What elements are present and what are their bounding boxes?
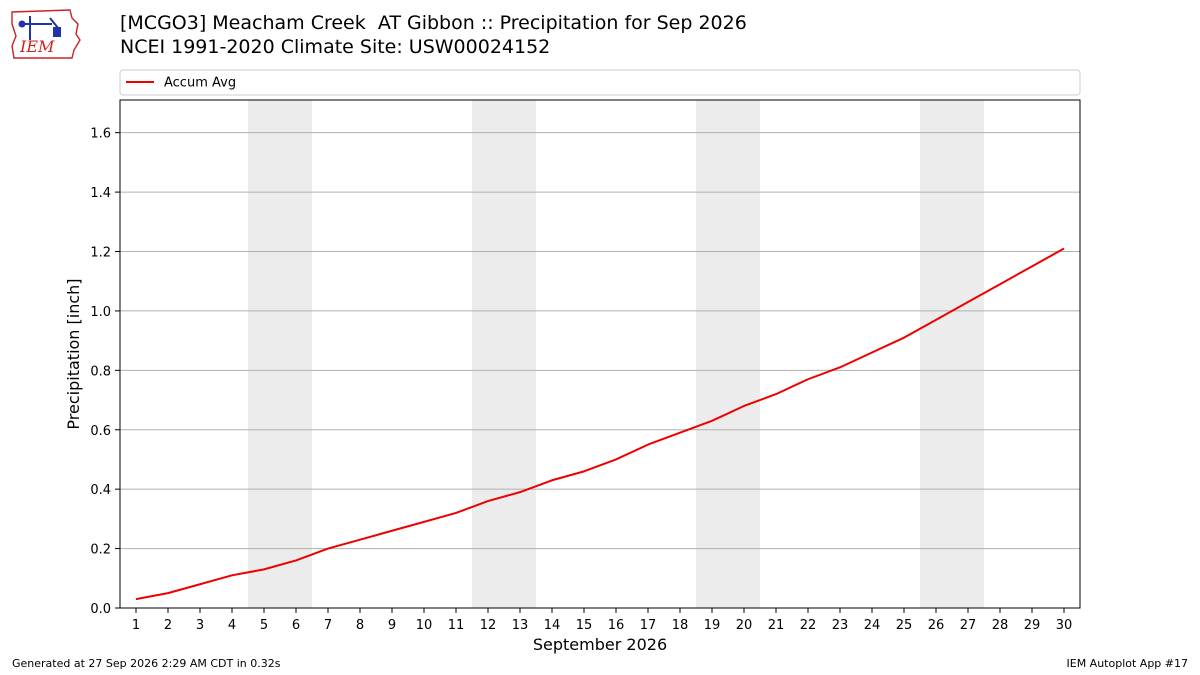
x-tick-label: 11 bbox=[448, 618, 465, 633]
x-tick-label: 28 bbox=[992, 618, 1009, 633]
weekend-bands bbox=[248, 100, 984, 608]
x-tick-label: 1 bbox=[132, 618, 140, 633]
x-tick-label: 24 bbox=[864, 618, 881, 633]
x-tick-label: 17 bbox=[640, 618, 657, 633]
iowa-state-outline bbox=[11, 9, 81, 59]
x-tick-label: 12 bbox=[480, 618, 497, 633]
weekend-band bbox=[920, 100, 984, 608]
weather-station-icon bbox=[18, 16, 61, 40]
legend-label: Accum Avg bbox=[164, 76, 236, 91]
y-tick-label: 0.0 bbox=[90, 602, 111, 617]
y-tick-label: 1.4 bbox=[90, 186, 111, 201]
y-tick-label: 0.2 bbox=[90, 543, 111, 558]
x-tick-label: 14 bbox=[544, 618, 561, 633]
y-axis-label: Precipitation [inch] bbox=[64, 278, 83, 429]
series-layer bbox=[135, 247, 1065, 601]
x-tick-label: 25 bbox=[896, 618, 913, 633]
x-tick-label: 22 bbox=[800, 618, 817, 633]
legend-box bbox=[119, 69, 1081, 96]
weekend-band bbox=[696, 100, 760, 608]
x-tick-label: 19 bbox=[704, 618, 721, 633]
y-tick-label: 1.2 bbox=[90, 246, 111, 261]
series-line-accum-avg bbox=[135, 247, 1065, 601]
x-tick-label: 27 bbox=[960, 618, 977, 633]
x-tick-label: 29 bbox=[1024, 618, 1041, 633]
x-tick-label: 6 bbox=[292, 618, 300, 633]
x-axis: 1 2 3 4 5 6 7 8 9 10 11 12 13 14 15 16 17 18 19 20 21 22 23 24 2… bbox=[132, 608, 1072, 633]
x-tick-label: 21 bbox=[768, 618, 785, 633]
generated-timestamp: Generated at 27 Sep 2026 2:29 AM CDT in … bbox=[12, 657, 281, 670]
x-tick-label: 5 bbox=[260, 618, 268, 633]
y-tick-label: 0.8 bbox=[90, 364, 111, 379]
x-tick-label: 30 bbox=[1056, 618, 1073, 633]
x-tick-label: 23 bbox=[832, 618, 849, 633]
x-tick-label: 18 bbox=[672, 618, 689, 633]
x-tick-label: 7 bbox=[324, 618, 332, 633]
x-tick-label: 13 bbox=[512, 618, 529, 633]
x-tick-label: 3 bbox=[196, 618, 204, 633]
y-axis: 0.0 0.2 0.4 0.6 0.8 1.0 1.2 1.4 1.6 bbox=[90, 127, 120, 617]
x-tick-label: 9 bbox=[388, 618, 396, 633]
x-tick-label: 15 bbox=[576, 618, 593, 633]
chart-subtitle: NCEI 1991-2020 Climate Site: USW00024152 bbox=[120, 36, 551, 58]
chart-title: [MCGO3] Meacham Creek AT Gibbon :: Preci… bbox=[120, 12, 747, 34]
plot-frame bbox=[119, 99, 1081, 609]
x-tick-label: 2 bbox=[164, 618, 172, 633]
grid-lines bbox=[120, 132, 1080, 609]
x-tick-label: 20 bbox=[736, 618, 753, 633]
y-tick-label: 1.6 bbox=[90, 127, 111, 142]
iem-logo-text: IEM bbox=[19, 37, 55, 56]
x-tick-label: 16 bbox=[608, 618, 625, 633]
y-tick-label: 0.6 bbox=[90, 424, 111, 439]
x-tick-label: 10 bbox=[416, 618, 433, 633]
legend: Accum Avg bbox=[119, 69, 1081, 96]
weekend-band bbox=[472, 100, 536, 608]
x-tick-label: 8 bbox=[356, 618, 364, 633]
weekend-band bbox=[248, 100, 312, 608]
y-tick-label: 0.4 bbox=[90, 483, 111, 498]
app-id-label: IEM Autoplot App #17 bbox=[1066, 657, 1189, 670]
x-axis-label: September 2026 bbox=[533, 635, 667, 654]
x-tick-label: 26 bbox=[928, 618, 945, 633]
y-tick-label: 1.0 bbox=[90, 305, 111, 320]
iem-logo: IEM bbox=[11, 9, 81, 59]
x-tick-label: 4 bbox=[228, 618, 236, 633]
